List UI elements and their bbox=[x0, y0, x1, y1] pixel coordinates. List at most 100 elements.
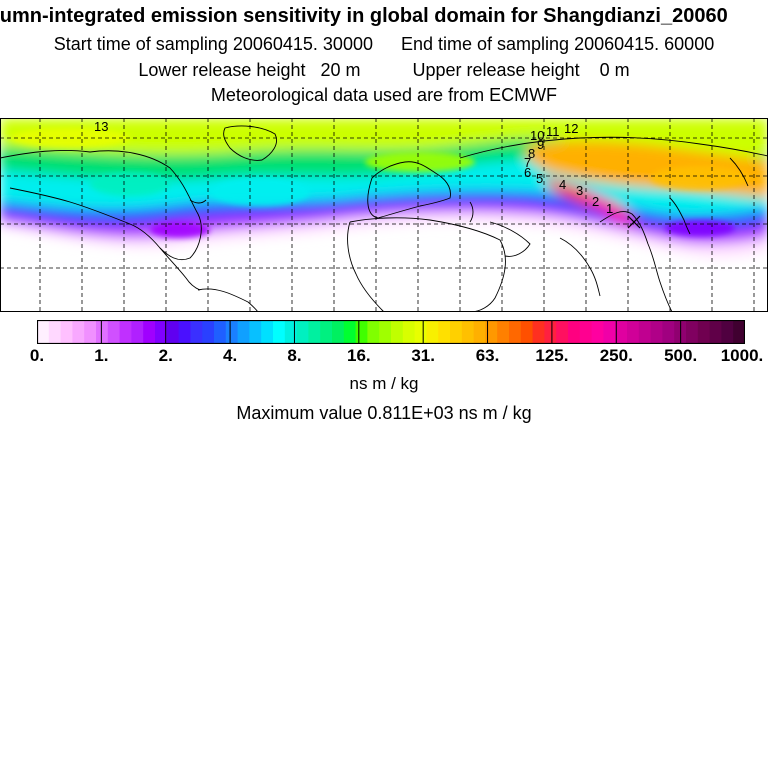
colorbar-cell bbox=[190, 320, 203, 344]
trajectory-label-10: 10 bbox=[530, 128, 544, 143]
trajectory-label-3: 3 bbox=[576, 183, 583, 198]
met-data-label: Meteorological data used are from ECMWF bbox=[210, 85, 558, 105]
colorbar-cell bbox=[367, 320, 380, 344]
colorbar-cell bbox=[650, 320, 663, 344]
end-time-label: End time of sampling 20060415. 60000 bbox=[400, 34, 715, 54]
colorbar-cell bbox=[532, 320, 545, 344]
colorbar-cell bbox=[84, 320, 97, 344]
colorbar-cell bbox=[320, 320, 333, 344]
release-heights: Lower release height 20 m Upper release h… bbox=[0, 60, 768, 80]
trajectory-label-7: 7 bbox=[524, 155, 531, 170]
field-band-yellow bbox=[0, 118, 768, 163]
colorbar-cell bbox=[579, 320, 593, 344]
coast-south-america bbox=[197, 288, 259, 312]
colorbar-tick-label: 16. bbox=[346, 346, 371, 365]
colorbar-cell bbox=[155, 320, 168, 344]
colorbar-cell bbox=[591, 320, 604, 344]
colorbar-cell bbox=[662, 320, 675, 344]
colorbar-cell bbox=[485, 320, 498, 344]
colorbar-tick-label: 1. bbox=[94, 346, 109, 365]
trajectory-label-4: 4 bbox=[559, 177, 566, 192]
colorbar-cell bbox=[202, 320, 215, 344]
colorbar-cell bbox=[249, 320, 262, 344]
colorbar-cell bbox=[402, 320, 416, 344]
colorbar-cell bbox=[391, 320, 404, 344]
trajectory-label-6: 6 bbox=[524, 165, 531, 180]
coastlines bbox=[0, 125, 768, 312]
colorbar-cell bbox=[709, 320, 722, 344]
start-time-label: Start time of sampling 20060415. 30000 bbox=[53, 34, 373, 54]
graticule bbox=[0, 118, 768, 312]
colorbar-cell bbox=[343, 320, 357, 344]
coast-greenland bbox=[223, 125, 277, 161]
colorbar-tick-label: 250. bbox=[599, 346, 633, 365]
sensitivity-map: 1 2 3 4 5 6 7 8 9 10 11 12 13 bbox=[0, 118, 768, 312]
colorbar-cell bbox=[461, 320, 475, 344]
colorbar-cell bbox=[60, 320, 73, 344]
colorbar-cell bbox=[284, 320, 298, 344]
colorbar-cell bbox=[131, 320, 144, 344]
trajectory-label-9: 9 bbox=[537, 137, 544, 152]
colorbar bbox=[37, 320, 745, 344]
trajectory-label-12: 12 bbox=[564, 121, 578, 136]
colorbar-cell bbox=[473, 320, 486, 344]
upper-release-label: Upper release height 0 m bbox=[412, 60, 630, 80]
colorbar-cell bbox=[733, 320, 745, 344]
colorbar-cell bbox=[568, 320, 581, 344]
coast-japan bbox=[669, 197, 691, 235]
colorbar-cell bbox=[48, 320, 62, 344]
coast-central-america bbox=[159, 247, 201, 291]
colorbar-cell bbox=[143, 320, 156, 344]
colorbar-cell bbox=[296, 320, 309, 344]
coast-east-asia bbox=[599, 211, 673, 312]
colorbar-tick-label: 63. bbox=[475, 346, 500, 365]
colorbar-cell bbox=[355, 320, 368, 344]
colorbar-tick-label: 500. bbox=[664, 346, 698, 365]
colorbar-cell bbox=[178, 320, 191, 344]
colorbar-units: ns m / kg bbox=[349, 374, 419, 393]
colorbar-cell bbox=[72, 320, 85, 344]
colorbar-cell bbox=[96, 320, 109, 344]
colorbar-cell bbox=[603, 320, 616, 344]
sampling-times: Start time of sampling 20060415. 30000 En… bbox=[0, 34, 768, 54]
trajectory-label-8: 8 bbox=[528, 146, 535, 161]
colorbar-tick-labels: 0. 1. 2. 4. 8. 16. 31. 63. 125. 250. 500. 1000. bbox=[0, 346, 768, 366]
lower-release-label: Lower release height 20 m bbox=[138, 60, 361, 80]
trajectory-label-1: 1 bbox=[606, 201, 613, 216]
colorbar-tick-label: 8. bbox=[287, 346, 302, 365]
colorbar-cell bbox=[450, 320, 463, 344]
colorbar-tick-label: 31. bbox=[411, 346, 435, 365]
colorbar-cells bbox=[37, 320, 745, 344]
colorbar-cell bbox=[615, 320, 628, 344]
colorbar-cell bbox=[426, 320, 439, 344]
trajectory-labels: 1 2 3 4 5 6 7 8 9 10 11 12 13 bbox=[94, 119, 613, 216]
colorbar-cell bbox=[261, 320, 274, 344]
map-title: olumn-integrated emission sensitivity in… bbox=[0, 5, 728, 27]
colorbar-cell bbox=[627, 320, 640, 344]
colorbar-cell bbox=[697, 320, 711, 344]
colorbar-tick-label: 0. bbox=[29, 346, 45, 365]
colorbar-tick-label: 1000. bbox=[720, 346, 764, 365]
colorbar-cell bbox=[273, 320, 286, 344]
colorbar-cell bbox=[308, 320, 321, 344]
maximum-value-label: Maximum value 0.811E+03 ns m / kg bbox=[236, 403, 532, 423]
coast-africa bbox=[347, 217, 506, 312]
colorbar-cell bbox=[638, 320, 652, 344]
colorbar-cell bbox=[438, 320, 451, 344]
trajectory-label-11: 11 bbox=[546, 124, 560, 139]
colorbar-cell bbox=[166, 320, 180, 344]
colorbar-cell bbox=[721, 320, 734, 344]
colorbar-cell bbox=[686, 320, 699, 344]
colorbar-cell bbox=[37, 320, 50, 344]
colorbar-frame bbox=[37, 320, 745, 344]
colorbar-cell bbox=[214, 320, 227, 344]
colorbar-cell bbox=[414, 320, 427, 344]
colorbar-tick-label: 2. bbox=[158, 346, 173, 365]
field-band-magenta bbox=[584, 190, 638, 224]
coast-arabia bbox=[489, 221, 531, 257]
colorbar-cell bbox=[497, 320, 510, 344]
coast-kamchatka bbox=[729, 157, 749, 187]
colorbar-tick-label: 125. bbox=[535, 346, 569, 365]
colorbar-cell bbox=[237, 320, 250, 344]
coast-asia-north bbox=[459, 136, 768, 159]
